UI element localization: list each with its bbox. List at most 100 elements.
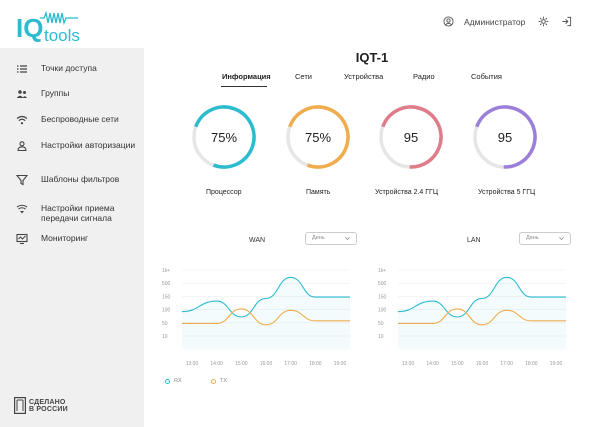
sidebar-item-label: Беспроводные сети <box>41 114 119 124</box>
header-user-name[interactable]: Администратор <box>464 17 526 27</box>
gauge-devices-5-label: Устройства 5 ГГЦ <box>478 189 536 196</box>
sidebar-item-label: Настройки авторизации <box>41 140 136 150</box>
y-tick-label: 50 <box>378 321 384 327</box>
made-in-line2: В РОССИИ <box>29 405 68 413</box>
logo-wave <box>40 10 78 26</box>
gauge-cpu-value: 75% <box>210 130 238 145</box>
gauge-arc <box>473 105 537 169</box>
sidebar-item-label: Точки доступа <box>41 63 97 73</box>
legend-rx-marker <box>165 378 170 384</box>
gauge-cpu <box>192 105 256 169</box>
active-tab-underline <box>221 86 267 87</box>
x-tick-label: 17:00 <box>284 361 297 367</box>
wan-period-value: День <box>312 235 325 241</box>
made-in-line1: СДЕЛАНО <box>29 398 66 406</box>
logo-graphic: IQ tools <box>16 10 80 45</box>
gauge-devices-24-label: Устройства 2.4 ГГЦ <box>375 189 438 196</box>
user-circle-icon[interactable] <box>443 16 454 27</box>
chevron-down-icon <box>559 237 564 241</box>
sidebar-item-label: Шаблоны фильтров <box>41 174 120 184</box>
y-tick-label: 500 <box>378 281 387 287</box>
x-tick-label: 18:00 <box>309 361 322 367</box>
x-tick-label: 13:00 <box>402 361 415 367</box>
monitor-icon <box>16 233 28 245</box>
gauge-cpu-label: Процессор <box>206 189 242 196</box>
y-tick-label: 100 <box>378 308 387 314</box>
x-tick-label: 15:00 <box>451 361 464 367</box>
series-line-rx <box>397 276 566 318</box>
x-tick-label: 16:00 <box>476 361 489 367</box>
filter-icon <box>16 174 28 186</box>
y-tick-label: 50 <box>162 321 168 327</box>
legend-tx-marker <box>211 378 216 384</box>
gauge-devices-24 <box>379 105 443 169</box>
series-line-tx <box>181 308 350 326</box>
x-tick-label: 17:00 <box>500 361 513 367</box>
list-icon <box>17 65 27 73</box>
x-tick-label: 19:00 <box>550 361 563 367</box>
y-tick-label: 150 <box>162 294 171 300</box>
users-icon <box>16 90 28 98</box>
x-tick-label: 14:00 <box>426 361 439 367</box>
lan-period-select[interactable]: День <box>519 232 571 245</box>
lan-chart-title: LAN <box>467 237 481 244</box>
logout-icon[interactable] <box>561 16 572 27</box>
made-in-russia-text: СДЕЛАНО В РОССИИ <box>29 399 68 413</box>
gauge-devices-24-value: 95 <box>403 130 419 145</box>
gauge-arc <box>192 105 256 169</box>
series-area-rx <box>398 277 566 350</box>
x-tick-label: 13:00 <box>186 361 199 367</box>
wan-period-select[interactable]: День <box>305 232 357 245</box>
y-tick-label: 1k+ <box>378 268 386 274</box>
wifi-icon <box>16 115 28 125</box>
gauge-devices-5-value: 95 <box>497 130 513 145</box>
signal-icon <box>16 204 28 214</box>
user-icon <box>17 141 27 152</box>
gauge-memory-label: Память <box>306 189 331 196</box>
y-tick-label: 10 <box>378 334 384 340</box>
wan-chart-title: WAN <box>249 237 266 244</box>
tab-networks[interactable]: Сети <box>295 72 312 81</box>
x-tick-label: 15:00 <box>235 361 248 367</box>
y-tick-label: 100 <box>162 308 171 314</box>
lan-period-value: День <box>526 235 539 241</box>
gauge-arc <box>286 105 350 169</box>
tab-info[interactable]: Информация <box>222 72 271 81</box>
legend-rx-label: RX <box>174 378 182 384</box>
gauge-devices-5 <box>473 105 537 169</box>
tab-devices[interactable]: Устройства <box>344 72 384 81</box>
x-tick-label: 18:00 <box>525 361 538 367</box>
gauge-arc <box>379 105 443 169</box>
wan-chart: 1k+ 500 150 100 50 10 13:00 14:00 15:00 16:00 17:0… <box>162 268 350 367</box>
legend-tx: TX <box>211 378 227 384</box>
sidebar-item-label: Настройки приема передачи сигнала <box>41 203 115 223</box>
x-tick-label: 14:00 <box>210 361 223 367</box>
x-tick-label: 19:00 <box>334 361 347 367</box>
legend-rx: RX <box>165 378 182 384</box>
tab-events[interactable]: События <box>471 72 502 81</box>
y-tick-label: 150 <box>378 294 387 300</box>
sidebar-item-label: Группы <box>41 88 70 98</box>
made-in-russia-icon <box>14 397 26 414</box>
page-title: IQT-1 <box>355 50 389 65</box>
made-in-russia-badge: СДЕЛАНО В РОССИИ <box>14 397 68 414</box>
tab-radio[interactable]: Радио <box>413 72 435 81</box>
y-tick-label: 500 <box>162 281 171 287</box>
logo-iq: IQ <box>16 13 43 42</box>
series-line-rx <box>181 276 350 318</box>
sidebar: Точки доступа Группы Беспроводные сети Н… <box>0 48 144 427</box>
logo-tools: tools <box>44 26 80 42</box>
gauge-memory-value: 75% <box>304 130 332 145</box>
gauge-memory <box>286 105 350 169</box>
chevron-down-icon <box>345 237 350 241</box>
lan-chart: 1k+ 500 150 100 50 10 13:00 14:00 15:00 16:00 17:0… <box>378 268 566 367</box>
sidebar-item-label: Мониторинг <box>41 233 89 243</box>
gear-icon[interactable] <box>538 16 549 27</box>
series-area-rx <box>182 277 350 350</box>
series-line-tx <box>397 308 566 326</box>
iqtools-logo[interactable]: IQ tools <box>14 10 94 45</box>
y-tick-label: 10 <box>162 334 168 340</box>
x-tick-label: 16:00 <box>260 361 273 367</box>
y-tick-label: 1k+ <box>162 268 170 274</box>
legend-tx-label: TX <box>220 378 228 384</box>
